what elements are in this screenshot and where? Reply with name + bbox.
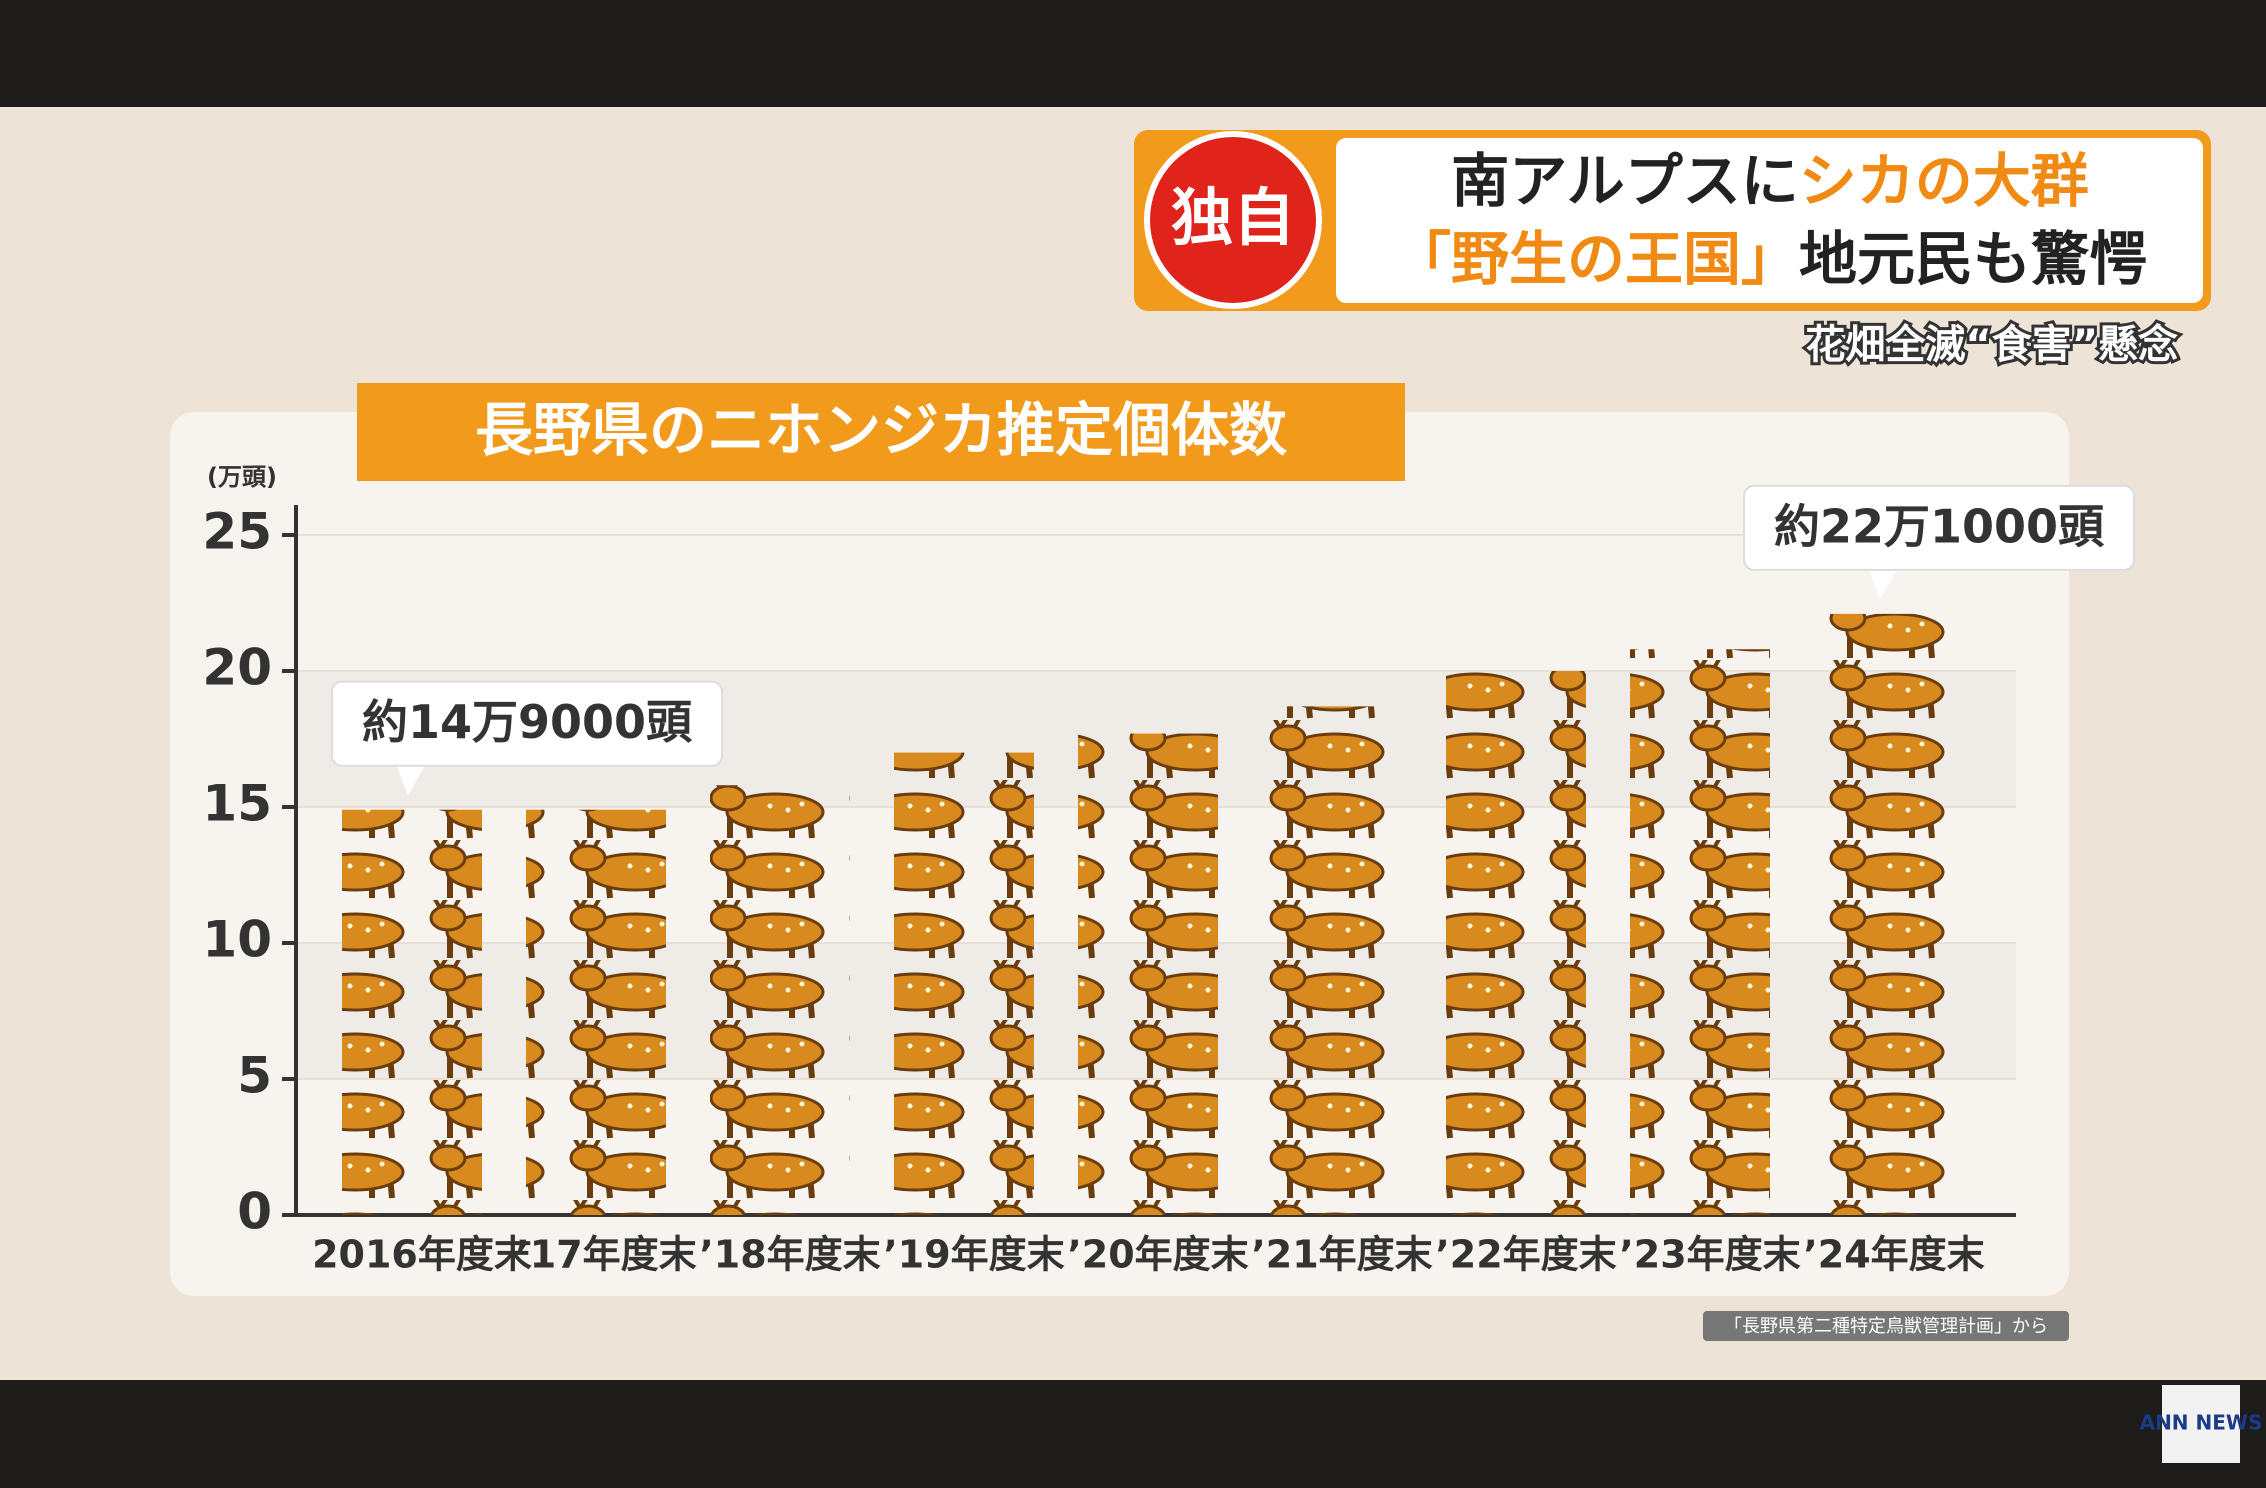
x-tick-label: ’18年度末 — [699, 1233, 880, 1277]
title-box — [357, 383, 1405, 481]
headline-line-2: 「野生の王国」地元民も驚愕 — [1393, 225, 2147, 293]
callout — [331, 680, 723, 767]
headline-part: 「野生の王国」 — [1393, 225, 1799, 293]
y-tick-label: 15 — [202, 775, 272, 833]
badge-text: 独自 — [1171, 181, 1295, 254]
bar — [1262, 706, 1402, 1215]
value-label: 約22万1000頭 — [1774, 499, 2105, 553]
headline-line-1: 南アルプスにシカの大群 — [1451, 147, 2088, 215]
bar — [526, 809, 666, 1215]
headline-part: シカの大群 — [1799, 147, 2089, 215]
logo-box — [2162, 1385, 2240, 1463]
bar — [1630, 649, 1770, 1215]
bar — [710, 785, 850, 1215]
x-tick-label: ’19年度末 — [883, 1233, 1064, 1277]
bar — [342, 809, 482, 1215]
bar — [1446, 671, 1586, 1215]
chart-title: 長野県のニホンジカ推定個体数 — [475, 396, 1287, 464]
callout-pointer — [396, 763, 426, 796]
y-tick-label: 10 — [202, 911, 272, 969]
source-box — [1703, 1311, 2069, 1341]
x-tick-label: ’23年度末 — [1619, 1233, 1800, 1277]
x-tick-label: ’22年度末 — [1435, 1233, 1616, 1277]
x-tick-label: ’17年度末 — [515, 1233, 696, 1277]
subheadline: 花畑全滅“食害”懸念 — [1805, 322, 2178, 368]
x-tick-label: ’24年度末 — [1803, 1233, 1984, 1277]
x-tick-label: ’20年度末 — [1067, 1233, 1248, 1277]
bar — [894, 752, 1034, 1215]
bar — [1078, 733, 1218, 1215]
headline-part: 南アルプスに — [1451, 147, 1798, 215]
plot: 0 5 10 15 20 25 2016年度末 約14万9000頭 ’17年度末 ’18年度末 ’1… — [202, 484, 2135, 1277]
y-axis-label: (万頭) — [207, 463, 277, 491]
badge — [1144, 131, 1322, 309]
y-tick-label: 20 — [202, 639, 272, 697]
value-label: 約14万9000頭 — [362, 695, 693, 749]
y-tick-label: 5 — [237, 1047, 272, 1105]
callout-pointer — [1868, 567, 1898, 600]
y-tick-label: 25 — [202, 503, 272, 561]
x-tick-label: ’21年度末 — [1251, 1233, 1432, 1277]
y-tick-label: 0 — [237, 1183, 272, 1241]
logo: ANN NEWS — [2140, 1411, 2263, 1435]
headline-part: 地元民も驚愕 — [1799, 225, 2147, 293]
bar — [1814, 613, 1954, 1215]
x-tick-label: 2016年度末 — [312, 1233, 532, 1277]
source: 「長野県第二種特定鳥獣管理計画」から — [1724, 1316, 2048, 1337]
headline-box — [1336, 138, 2203, 303]
callout — [1743, 484, 2135, 571]
